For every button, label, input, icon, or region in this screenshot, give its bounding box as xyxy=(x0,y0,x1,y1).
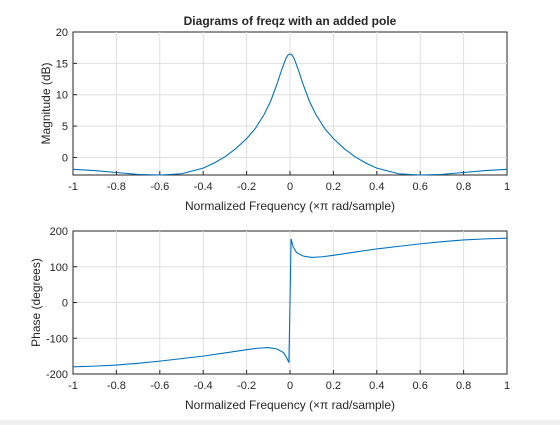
magnitude-y-tick-label: 5 xyxy=(62,121,68,133)
phase-y-tick-label: -100 xyxy=(46,333,68,345)
phase-y-ticks: -200 -100 0 100 200 xyxy=(46,226,77,381)
magnitude-x-tick-label: -0.6 xyxy=(150,181,169,193)
magnitude-y-label: Magnitude (dB) xyxy=(39,62,53,144)
magnitude-y-tick-label: 20 xyxy=(56,27,68,39)
phase-x-tick-label: 0.2 xyxy=(326,380,341,392)
magnitude-x-tick-label: -0.2 xyxy=(237,181,256,193)
magnitude-x-tick-label: -0.4 xyxy=(194,181,213,193)
magnitude-x-tick-label: 0.6 xyxy=(413,181,428,193)
phase-x-label: Normalized Frequency (×π rad/sample) xyxy=(185,398,395,412)
phase-y-label: Phase (degrees) xyxy=(29,258,43,347)
phase-axes: -1 -0.8 -0.6 -0.4 -0.2 0 0.2 0.4 0.6 0.8 1 -200 -10… xyxy=(29,226,510,412)
phase-x-tick-label: -0.4 xyxy=(194,380,213,392)
magnitude-x-tick-label: 0.4 xyxy=(369,181,384,193)
phase-y-tick-label: -200 xyxy=(46,369,68,381)
magnitude-axes: -1 -0.8 -0.6 -0.4 -0.2 0 0.2 0.4 0.6 0.8 1 0 5 10 15 2… xyxy=(39,14,510,213)
phase-x-tick-label: -0.6 xyxy=(150,380,169,392)
phase-x-tick-label: -0.2 xyxy=(237,380,256,392)
phase-y-tick-label: 100 xyxy=(50,262,68,274)
magnitude-x-tick-label: 0.2 xyxy=(326,181,341,193)
phase-x-tick-label: -0.8 xyxy=(107,380,126,392)
magnitude-x-label: Normalized Frequency (×π rad/sample) xyxy=(185,199,395,213)
phase-x-tick-label: 1 xyxy=(504,380,510,392)
magnitude-x-tick-label: -0.8 xyxy=(107,181,126,193)
chart-title: Diagrams of freqz with an added pole xyxy=(184,14,397,28)
phase-x-tick-label: 0.4 xyxy=(369,380,384,392)
phase-x-tick-label: 0 xyxy=(287,380,293,392)
phase-x-tick-label: 0.6 xyxy=(413,380,428,392)
phase-y-tick-label: 200 xyxy=(50,226,68,238)
magnitude-y-tick-label: 15 xyxy=(56,58,68,70)
phase-x-tick-label: -1 xyxy=(68,380,78,392)
magnitude-x-tick-label: -1 xyxy=(68,181,78,193)
phase-y-tick-label: 0 xyxy=(62,298,68,310)
magnitude-y-tick-label: 10 xyxy=(56,90,68,102)
magnitude-y-tick-label: 0 xyxy=(62,152,68,164)
magnitude-x-tick-label: 0.8 xyxy=(456,181,471,193)
magnitude-x-tick-label: 1 xyxy=(504,181,510,193)
magnitude-x-tick-label: 0 xyxy=(287,181,293,193)
phase-x-tick-label: 0.8 xyxy=(456,380,471,392)
